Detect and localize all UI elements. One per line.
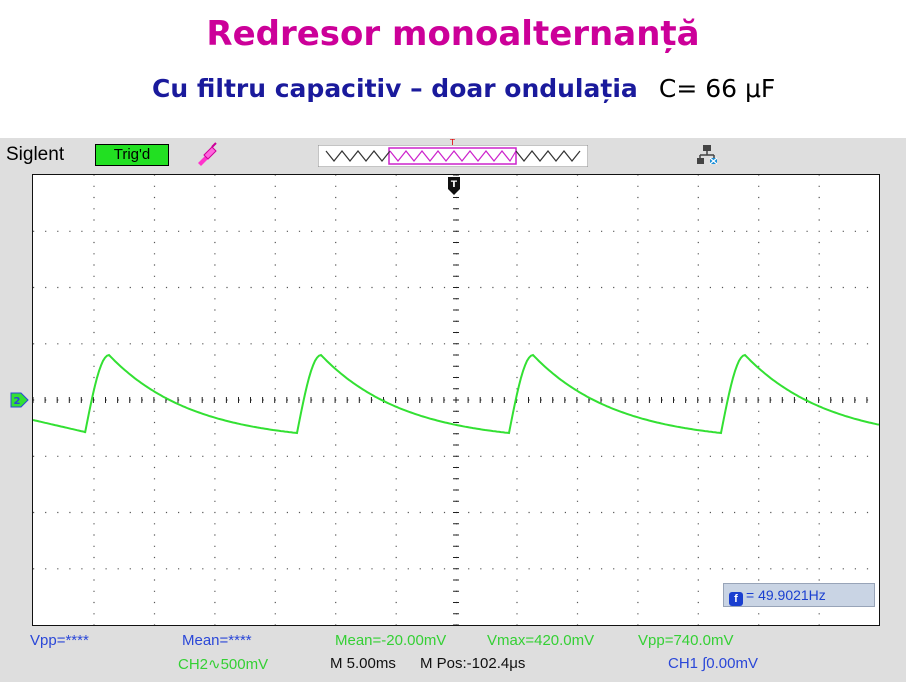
- ripple-waveform: [33, 353, 879, 435]
- waveform-display[interactable]: f = 49.9021Hz: [32, 174, 880, 626]
- frequency-readout-box: f = 49.9021Hz: [723, 583, 875, 607]
- capacitance-label: C= 66 μF: [658, 74, 776, 103]
- ch2-vpp-measurement: Vpp=740.0mV: [638, 632, 734, 649]
- brand-label: Siglent: [6, 144, 65, 165]
- oscilloscope-screenshot: Siglent Trig'd T f = 49.9021Hz T: [0, 138, 906, 682]
- graticule: [33, 175, 869, 625]
- frequency-icon: f: [729, 592, 743, 606]
- memory-position-bar[interactable]: [318, 145, 588, 167]
- trigger-marker-icon[interactable]: T: [447, 176, 461, 196]
- probe-icon[interactable]: [195, 142, 219, 166]
- subtitle-line: Cu filtru capacitiv – doar ondulația C= …: [152, 74, 775, 103]
- ch2-mean-measurement: Mean=-20.00mV: [335, 632, 447, 649]
- ch1-mean-measurement: Mean=****: [182, 632, 252, 649]
- trigger-top-marker: T: [450, 138, 455, 147]
- slide-subtitle: Cu filtru capacitiv – doar ondulația: [152, 74, 638, 103]
- ch1-trigger-status[interactable]: CH1 ∫0.00mV: [668, 655, 758, 672]
- memory-position-status[interactable]: M Pos:-102.4μs: [420, 655, 526, 672]
- network-icon: [697, 145, 718, 165]
- svg-text:2: 2: [14, 396, 21, 407]
- graticule-center-ticks: [33, 175, 868, 625]
- channel-marker-icon[interactable]: 2: [10, 392, 30, 408]
- svg-text:T: T: [451, 180, 458, 190]
- ch1-vpp-measurement: Vpp=****: [30, 632, 89, 649]
- trigger-status-badge: Trig'd: [95, 144, 169, 166]
- timebase-status[interactable]: M 5.00ms: [330, 655, 396, 672]
- ch2-scale-status[interactable]: CH2∿500mV: [178, 656, 269, 673]
- slide-title: Redresor monoalternanță: [206, 14, 700, 54]
- ch2-vmax-measurement: Vmax=420.0mV: [487, 632, 595, 649]
- ch2-waveform-trace: [33, 353, 879, 435]
- frequency-readout: = 49.9021Hz: [746, 587, 826, 603]
